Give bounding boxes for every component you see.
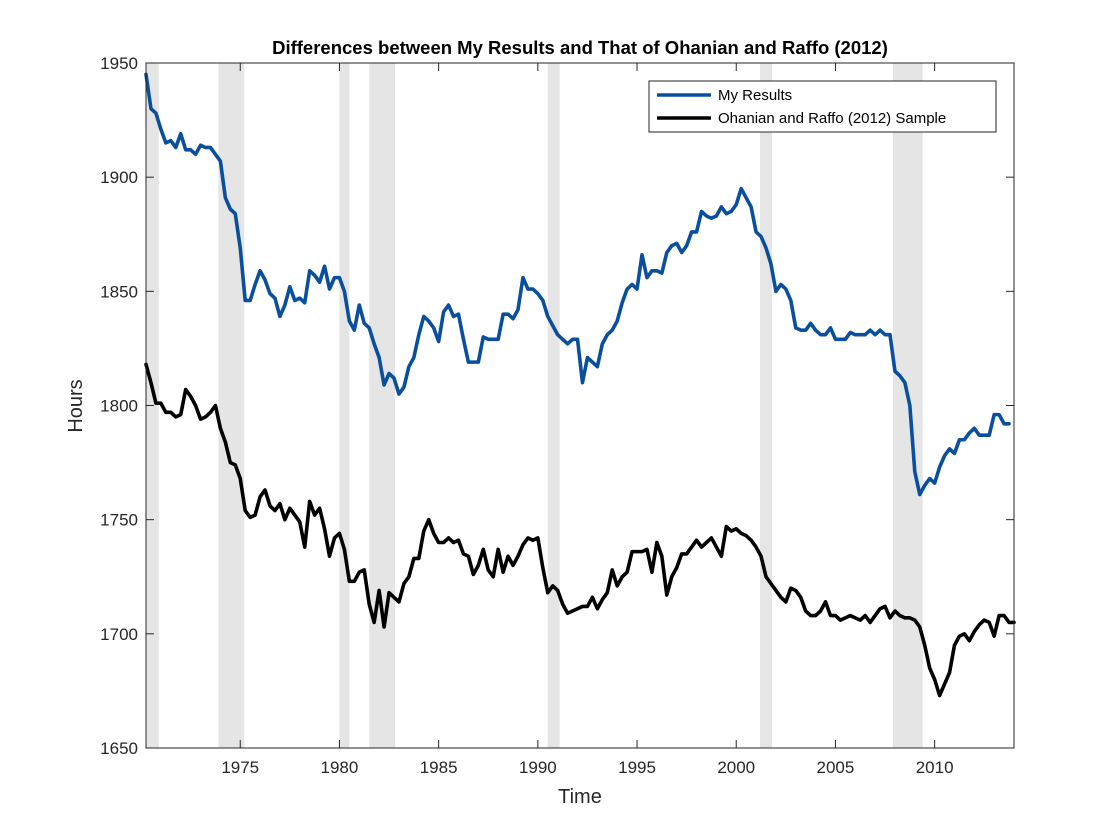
tick-labels: 1975 1980 1985 1990 1995 2000 2005 2010 1650 1700… <box>100 54 953 777</box>
y-tick-label: 1850 <box>100 282 138 301</box>
series-lines <box>144 72 1016 698</box>
recession-band-6 <box>892 63 923 748</box>
y-tick-label: 1750 <box>100 511 138 530</box>
x-tick-label: 2000 <box>717 758 755 777</box>
recession-band-2 <box>339 63 350 748</box>
x-tick-label: 1990 <box>519 758 557 777</box>
recession-bands <box>146 63 923 748</box>
x-tick-label: 2010 <box>916 758 954 777</box>
axes <box>145 62 1015 749</box>
y-tick-label: 1650 <box>100 739 138 758</box>
chart-title: Differences between My Results and That … <box>272 37 888 58</box>
y-tick-label: 1800 <box>100 397 138 416</box>
legend-label-ohanian-raffo: Ohanian and Raffo (2012) Sample <box>718 110 946 127</box>
x-axis-label: Time <box>558 786 602 808</box>
legend-label-my-results: My Results <box>718 87 792 104</box>
recession-band-5 <box>760 63 772 748</box>
recession-band-3 <box>369 63 395 748</box>
y-tick-label: 1950 <box>100 54 138 73</box>
legend: My Results Ohanian and Raffo (2012) Samp… <box>648 80 997 133</box>
x-tick-label: 1975 <box>221 758 259 777</box>
y-axis-label: Hours <box>65 379 87 432</box>
x-tick-label: 1980 <box>321 758 359 777</box>
series-line-ohanian-raffo <box>144 362 1016 698</box>
x-tick-label: 1985 <box>420 758 458 777</box>
x-tick-label: 1995 <box>618 758 656 777</box>
y-tick-label: 1900 <box>100 168 138 187</box>
x-tick-label: 2005 <box>817 758 855 777</box>
legend-box <box>648 80 997 133</box>
recession-band-4 <box>547 63 560 748</box>
y-tick-label: 1700 <box>100 625 138 644</box>
series-line-my-results <box>144 72 1011 497</box>
